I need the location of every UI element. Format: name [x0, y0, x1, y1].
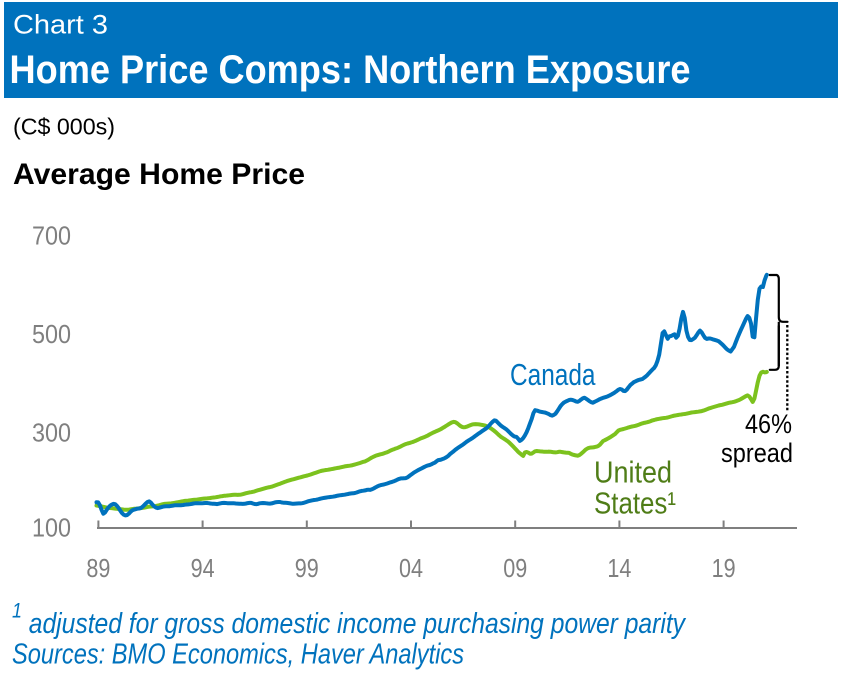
svg-text:04: 04: [399, 553, 423, 583]
svg-text:spread: spread: [721, 438, 793, 468]
svg-text:(C$ 000s): (C$ 000s): [13, 114, 115, 140]
svg-text:300: 300: [32, 418, 71, 448]
svg-text:89: 89: [86, 553, 110, 583]
svg-text:500: 500: [32, 319, 71, 349]
svg-text:100: 100: [32, 513, 71, 543]
svg-text:Sources: BMO Economics, Haver: Sources: BMO Economics, Haver Analytics: [12, 639, 464, 671]
svg-text:700: 700: [32, 221, 71, 251]
svg-text:Home Price Comps: Northern Exp: Home Price Comps: Northern Exposure: [10, 48, 691, 92]
svg-text:Average Home Price: Average Home Price: [13, 158, 305, 191]
svg-text:14: 14: [607, 553, 631, 583]
svg-text:Chart 3: Chart 3: [13, 10, 108, 40]
svg-text:United: United: [594, 455, 672, 490]
svg-text:46%: 46%: [745, 409, 792, 439]
svg-text:09: 09: [503, 553, 527, 583]
svg-text:94: 94: [191, 553, 215, 583]
svg-text:States¹: States¹: [594, 486, 676, 521]
svg-text:19: 19: [712, 553, 736, 583]
svg-text:99: 99: [295, 553, 319, 583]
svg-text:Canada: Canada: [510, 357, 596, 392]
svg-text:1 adjusted for gross domestic: 1 adjusted for gross domestic income pur…: [12, 600, 686, 641]
